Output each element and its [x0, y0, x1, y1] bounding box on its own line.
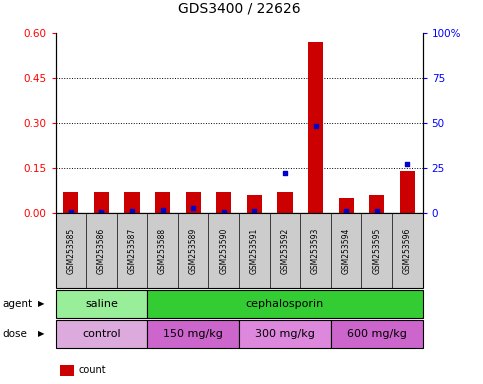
Bar	[277, 192, 293, 213]
Point	[220, 209, 227, 215]
Bar	[308, 42, 323, 213]
Point	[312, 123, 319, 129]
Text: GSM253587: GSM253587	[128, 227, 137, 274]
Text: GSM253591: GSM253591	[250, 227, 259, 274]
Bar	[339, 198, 354, 213]
Bar	[155, 192, 170, 213]
Point	[373, 208, 381, 214]
Bar	[185, 192, 201, 213]
Bar	[94, 192, 109, 213]
Bar	[125, 192, 140, 213]
Text: count: count	[79, 365, 106, 375]
Text: 150 mg/kg: 150 mg/kg	[163, 329, 223, 339]
Bar	[400, 171, 415, 213]
Point	[403, 161, 411, 167]
Point	[342, 208, 350, 214]
Bar	[247, 195, 262, 213]
Point	[281, 170, 289, 177]
Text: control: control	[82, 329, 121, 339]
Text: cephalosporin: cephalosporin	[246, 299, 324, 309]
Text: GSM253589: GSM253589	[189, 227, 198, 274]
Text: 300 mg/kg: 300 mg/kg	[255, 329, 315, 339]
Text: dose: dose	[2, 329, 28, 339]
Text: GSM253586: GSM253586	[97, 227, 106, 274]
Point	[189, 205, 197, 211]
Text: GSM253596: GSM253596	[403, 227, 412, 274]
Point	[98, 209, 105, 215]
Text: GSM253588: GSM253588	[158, 227, 167, 274]
Text: ▶: ▶	[38, 300, 44, 308]
Point	[251, 208, 258, 214]
Point	[128, 208, 136, 214]
Text: GSM253593: GSM253593	[311, 227, 320, 274]
Point	[67, 209, 75, 215]
Bar	[63, 192, 78, 213]
Text: GSM253595: GSM253595	[372, 227, 381, 274]
Text: GSM253590: GSM253590	[219, 227, 228, 274]
Bar	[369, 195, 384, 213]
Bar	[216, 192, 231, 213]
Text: GSM253585: GSM253585	[66, 227, 75, 274]
Text: GSM253594: GSM253594	[341, 227, 351, 274]
Text: agent: agent	[2, 299, 32, 309]
Text: 600 mg/kg: 600 mg/kg	[347, 329, 407, 339]
Point	[159, 207, 167, 214]
Text: GSM253592: GSM253592	[281, 227, 289, 274]
Text: saline: saline	[85, 299, 118, 309]
Text: ▶: ▶	[38, 329, 44, 338]
Text: GDS3400 / 22626: GDS3400 / 22626	[178, 2, 300, 15]
